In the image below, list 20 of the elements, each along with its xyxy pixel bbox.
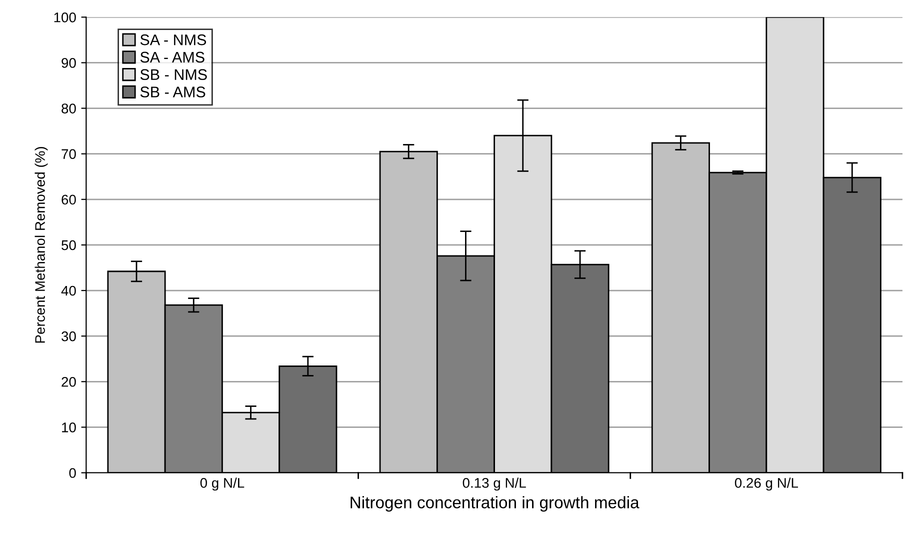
y-tick-label: 70 (62, 149, 76, 159)
y-tick-label: 40 (61, 286, 76, 296)
y-tick-label: 90 (62, 58, 76, 68)
y-tick-label: 80 (62, 104, 76, 114)
y-tick-label: 50 (62, 240, 76, 250)
x-tick-label: 0.13 g N/L (462, 478, 526, 491)
x-tick-label: 0.26 g N/L (734, 478, 798, 491)
y-axis-title: Percent Methanol Removed (%) (34, 147, 48, 343)
y-tick-label: 60 (62, 194, 76, 205)
legend-label: SB - NMS (140, 69, 207, 80)
y-tick-label: 30 (62, 331, 76, 342)
y-tick-label: 10 (62, 422, 76, 432)
legend-label: SB - AMS (140, 86, 206, 98)
x-axis-title: Nitrogen concentration in growth media (350, 496, 640, 512)
y-tick-label: 100 (54, 12, 76, 22)
legend-label: SA - AMS (140, 52, 204, 63)
legend-label: SA - NMS (140, 34, 206, 46)
y-tick-label: 20 (62, 376, 76, 387)
x-tick-label: 0 g N/L (200, 478, 244, 491)
y-tick-label: 0 (69, 468, 76, 478)
